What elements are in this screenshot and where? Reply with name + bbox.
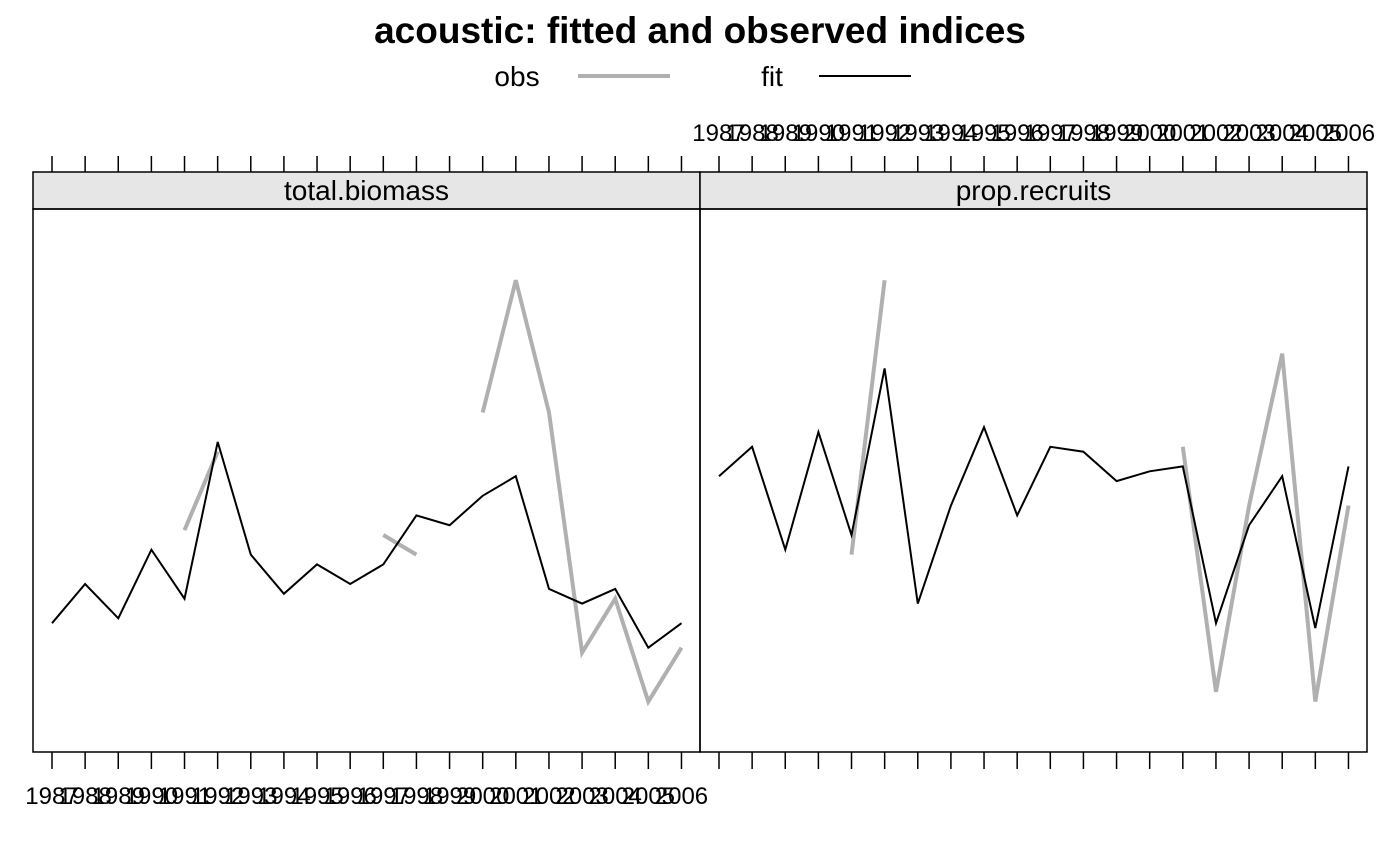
x-tick-label: 1988 — [58, 783, 111, 810]
x-tick-label: 1987 — [692, 120, 745, 147]
x-tick-label: 2006 — [1322, 120, 1375, 147]
x-tick-label: 1988 — [725, 120, 778, 147]
x-tick-label: 2003 — [555, 783, 608, 810]
x-tick-label: 1998 — [390, 783, 443, 810]
x-tick-label: 1990 — [792, 120, 845, 147]
x-tick-label: 1991 — [158, 783, 211, 810]
x-tick-label: 1999 — [1090, 120, 1143, 147]
strip — [32, 171, 701, 210]
x-tick-label: 1993 — [891, 120, 944, 147]
x-tick-label: 2004 — [589, 783, 642, 810]
panel-prop-recruits: prop.recruits198719881989199019911992199… — [692, 120, 1375, 769]
x-tick-label: 1999 — [423, 783, 476, 810]
x-tick-label: 2000 — [456, 783, 509, 810]
x-tick-label: 1997 — [357, 783, 410, 810]
x-tick-label: 1993 — [224, 783, 277, 810]
x-tick-label: 1992 — [858, 120, 911, 147]
x-tick-label: 2005 — [622, 783, 675, 810]
series-line-obs — [1180, 353, 1351, 702]
x-tick-label: 1994 — [257, 783, 310, 810]
legend-label-obs: obs — [494, 61, 539, 92]
x-tick-label: 2002 — [522, 783, 575, 810]
x-tick-label: 1991 — [825, 120, 878, 147]
x-tick-label: 1989 — [92, 783, 145, 810]
x-tick-label: 1996 — [990, 120, 1043, 147]
x-tick-label: 2005 — [1289, 120, 1342, 147]
legend: obs fit — [494, 61, 911, 92]
x-tick-label: 2002 — [1189, 120, 1242, 147]
x-tick-label: 1998 — [1057, 120, 1110, 147]
x-tick-label: 1989 — [759, 120, 812, 147]
x-tick-label: 1987 — [25, 783, 78, 810]
x-tick-label: 2004 — [1256, 120, 1309, 147]
strip-label: total.biomass — [284, 175, 449, 206]
strip-label: prop.recruits — [956, 175, 1112, 206]
x-tick-label: 1997 — [1024, 120, 1077, 147]
panel-frame — [699, 208, 1368, 753]
x-tick-label: 2000 — [1123, 120, 1176, 147]
series-line-fit — [51, 441, 683, 650]
x-tick-label: 1992 — [191, 783, 244, 810]
x-tick-label: 2003 — [1222, 120, 1275, 147]
series-line-obs — [382, 533, 418, 557]
x-tick-label: 1996 — [323, 783, 376, 810]
x-tick-label: 1990 — [125, 783, 178, 810]
x-tick-label: 1995 — [957, 120, 1010, 147]
x-tick-label: 1994 — [924, 120, 977, 147]
x-tick-label: 2001 — [1156, 120, 1209, 147]
series-line-fit — [718, 368, 1350, 629]
x-tick-label: 2001 — [489, 783, 542, 810]
panel-total-biomass: total.biomass198719881989199019911992199… — [25, 156, 708, 810]
legend-label-fit: fit — [761, 61, 783, 92]
panel-frame — [32, 208, 701, 753]
x-tick-label: 1995 — [290, 783, 343, 810]
chart-title: acoustic: fitted and observed indices — [374, 10, 1026, 51]
series-line-obs — [480, 279, 684, 707]
x-tick-label: 2006 — [655, 783, 708, 810]
